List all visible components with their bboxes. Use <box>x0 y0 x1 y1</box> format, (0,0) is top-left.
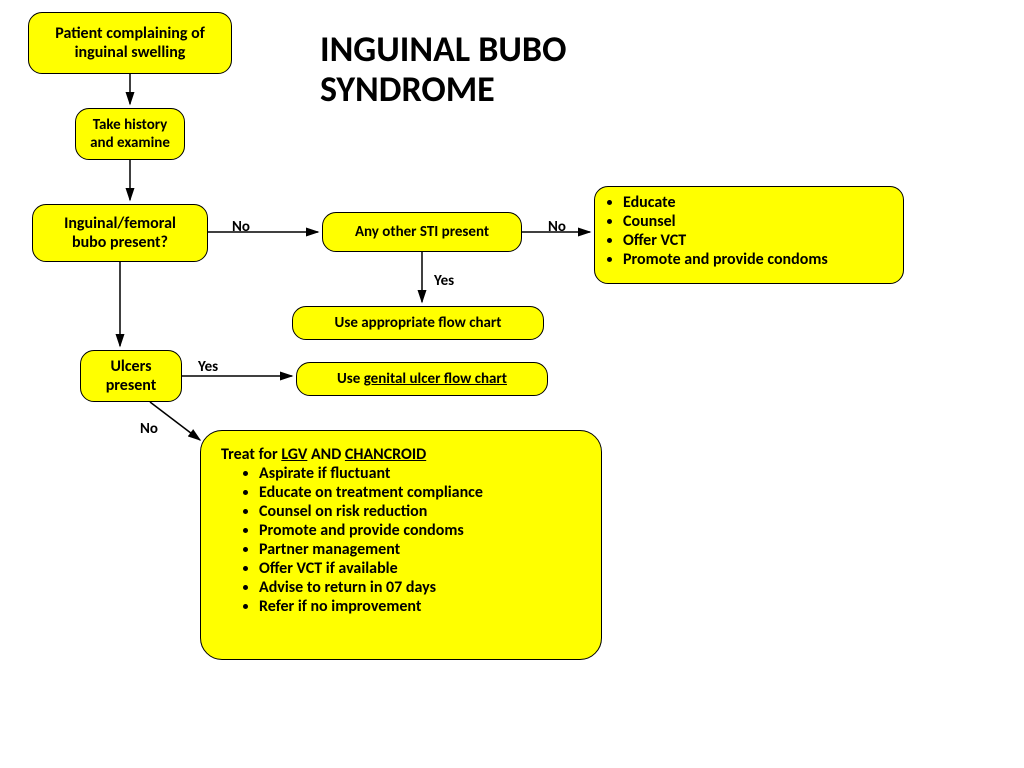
edge-label-yes: Yes <box>198 358 218 376</box>
node-patient-complaining: Patient complaining ofinguinal swelling <box>28 12 232 74</box>
node-educate-counsel: EducateCounselOffer VCTPromote and provi… <box>594 186 904 284</box>
node-use-genital-ulcer-flowchart: Use genital ulcer flow chart <box>296 362 548 396</box>
edge-label-no: No <box>232 218 250 236</box>
node-ulcers-present: Ulcerspresent <box>80 350 182 402</box>
node-any-other-sti: Any other STI present <box>322 212 522 252</box>
node-take-history: Take historyand examine <box>75 108 185 160</box>
chart-title: INGUINAL BUBO SYNDROME <box>320 30 566 109</box>
title-line2: SYNDROME <box>320 70 566 110</box>
node-treat-lgv-chancroid: Treat for LGV AND CHANCROIDAspirate if f… <box>200 430 602 660</box>
edge-label-yes: Yes <box>434 272 454 290</box>
title-line1: INGUINAL BUBO <box>320 30 566 70</box>
edge-label-no: No <box>548 218 566 236</box>
node-bubo-present: Inguinal/femoralbubo present? <box>32 204 208 262</box>
edge-label-no: No <box>140 420 158 438</box>
node-use-appropriate-flowchart: Use appropriate flow chart <box>292 306 544 340</box>
